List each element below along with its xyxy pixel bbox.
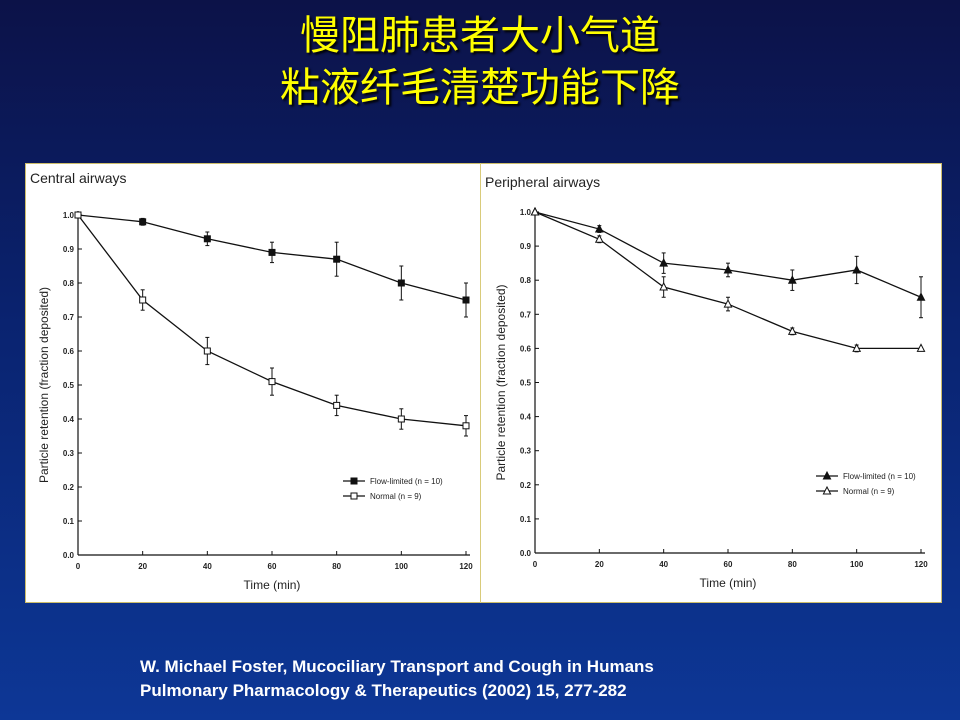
y-axis-label: Particle retention (fraction deposited) bbox=[494, 284, 508, 480]
data-point bbox=[397, 279, 405, 287]
y-tick-label: 1.0 bbox=[63, 211, 75, 220]
data-point bbox=[723, 264, 733, 274]
legend-marker bbox=[350, 492, 358, 500]
y-tick-label: 0.5 bbox=[63, 381, 75, 390]
figure-divider bbox=[480, 163, 481, 603]
legend-label: Flow-limited (n = 10) bbox=[370, 477, 443, 486]
data-point bbox=[268, 378, 276, 386]
x-tick-label: 20 bbox=[595, 560, 604, 569]
y-tick-label: 0.7 bbox=[520, 310, 532, 319]
data-point bbox=[462, 422, 470, 430]
citation-line-2: Pulmonary Pharmacology & Therapeutics (2… bbox=[140, 681, 627, 700]
legend-label: Normal (n = 9) bbox=[370, 492, 422, 501]
y-tick-label: 0.0 bbox=[520, 549, 532, 558]
y-tick-label: 0.3 bbox=[520, 447, 532, 456]
x-tick-label: 0 bbox=[76, 562, 81, 571]
y-tick-label: 0.4 bbox=[63, 415, 75, 424]
x-tick-label: 100 bbox=[850, 560, 864, 569]
y-tick-label: 0.8 bbox=[63, 279, 75, 288]
chart-peripheral-airways: Peripheral airways 0.0 0.1 0.2 0.3 0.4 0.5 0.6 0… bbox=[485, 174, 928, 590]
y-tick-label: 0.9 bbox=[520, 242, 532, 251]
data-point bbox=[333, 401, 341, 409]
x-tick-label: 60 bbox=[724, 560, 733, 569]
title-line-2: 粘液纤毛清楚功能下降 bbox=[280, 65, 680, 111]
y-tick-label: 0.0 bbox=[63, 551, 75, 560]
data-point bbox=[723, 298, 733, 308]
y-tick-label: 0.2 bbox=[63, 483, 75, 492]
legend-marker bbox=[350, 477, 358, 485]
y-tick-label: 0.8 bbox=[520, 276, 532, 285]
data-point bbox=[203, 347, 211, 355]
citation: W. Michael Foster, Mucociliary Transport… bbox=[140, 655, 654, 703]
data-point bbox=[462, 296, 470, 304]
y-tick-label: 0.2 bbox=[520, 481, 532, 490]
data-point bbox=[787, 326, 797, 335]
x-tick-label: 20 bbox=[138, 562, 147, 571]
y-tick-label: 0.3 bbox=[63, 449, 75, 458]
x-tick-label: 40 bbox=[203, 562, 212, 571]
x-axis-label: Time (min) bbox=[700, 576, 757, 590]
data-point bbox=[139, 296, 147, 304]
data-point bbox=[203, 235, 211, 243]
y-tick-label: 1.0 bbox=[520, 208, 532, 217]
data-point bbox=[530, 206, 540, 216]
x-tick-label: 40 bbox=[659, 560, 668, 569]
data-point bbox=[916, 343, 926, 352]
y-tick-label: 0.5 bbox=[520, 379, 532, 388]
x-tick-label: 0 bbox=[533, 560, 538, 569]
data-point bbox=[139, 218, 147, 226]
chart-title: Peripheral airways bbox=[485, 174, 600, 190]
series-line bbox=[534, 211, 922, 298]
data-point bbox=[852, 343, 862, 352]
citation-line-1: W. Michael Foster, Mucociliary Transport… bbox=[140, 657, 654, 676]
y-tick-label: 0.6 bbox=[63, 347, 75, 356]
y-tick-label: 0.6 bbox=[520, 344, 532, 353]
legend-marker bbox=[822, 485, 832, 495]
y-tick-label: 0.7 bbox=[63, 313, 75, 322]
x-tick-label: 100 bbox=[395, 562, 409, 571]
y-tick-label: 0.4 bbox=[520, 413, 532, 422]
x-tick-label: 120 bbox=[914, 560, 928, 569]
x-tick-label: 80 bbox=[788, 560, 797, 569]
x-tick-label: 80 bbox=[332, 562, 341, 571]
x-tick-label: 60 bbox=[268, 562, 277, 571]
figure-panel bbox=[25, 163, 942, 603]
chart-title: Central airways bbox=[30, 170, 126, 186]
data-point bbox=[594, 223, 604, 233]
data-point bbox=[594, 234, 604, 243]
title-line-1: 慢阻肺患者大小气道 bbox=[300, 13, 660, 59]
data-point bbox=[397, 415, 405, 423]
slide-title: 慢阻肺患者大小气道 粘液纤毛清楚功能下降 bbox=[0, 10, 960, 114]
chart-central-airways: Central airways 0.0 0.1 0.2 0.3 0.4 0.5 0.6 0.7 0… bbox=[30, 170, 473, 592]
y-tick-label: 0.1 bbox=[520, 515, 532, 524]
x-axis-label: Time (min) bbox=[244, 578, 301, 592]
data-point bbox=[916, 292, 926, 301]
series-line bbox=[534, 211, 921, 350]
data-point bbox=[787, 275, 797, 284]
data-point bbox=[333, 255, 341, 263]
legend-label: Flow-limited (n = 10) bbox=[843, 472, 916, 481]
x-tick-label: 120 bbox=[459, 562, 473, 571]
legend-label: Normal (n = 9) bbox=[843, 487, 895, 496]
y-axis-label: Particle retention (fraction deposited) bbox=[37, 287, 51, 483]
data-point bbox=[659, 258, 669, 267]
y-tick-label: 0.9 bbox=[63, 245, 75, 254]
data-point bbox=[268, 248, 276, 256]
y-tick-label: 0.1 bbox=[63, 517, 75, 526]
data-point bbox=[74, 211, 82, 219]
data-point bbox=[659, 281, 669, 291]
data-point bbox=[852, 264, 862, 274]
legend-marker bbox=[822, 470, 832, 480]
